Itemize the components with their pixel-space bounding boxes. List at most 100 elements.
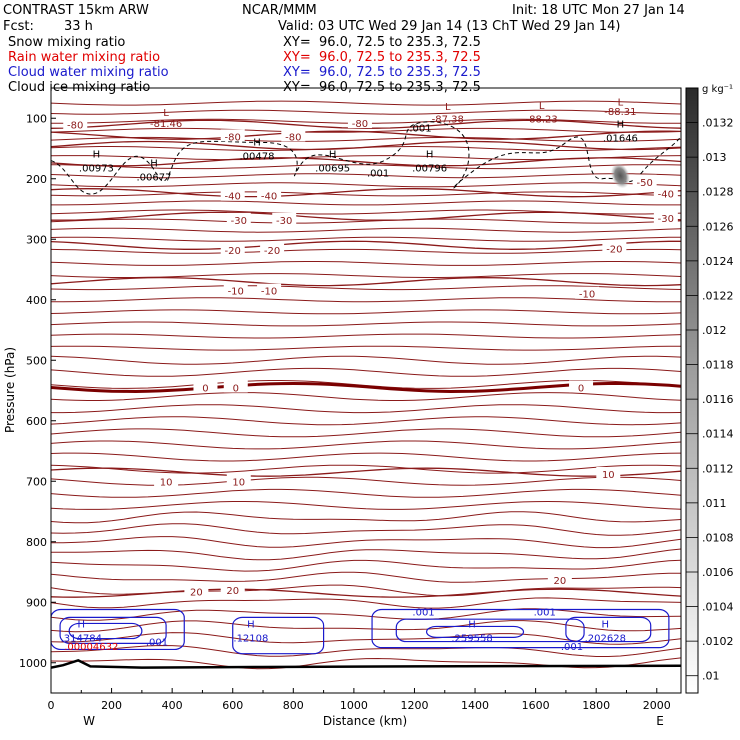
isotherm-label-bg <box>220 188 245 201</box>
isotherm-line <box>51 523 681 536</box>
isotherm-line <box>51 109 681 115</box>
isotherm-label: -20 <box>606 244 622 255</box>
field-snow-name: Snow mixing ratio <box>8 35 126 50</box>
water-max-value: .259558 <box>451 634 492 645</box>
isotherm-label: -20 <box>264 246 280 257</box>
x-tick-label: 1400 <box>461 699 489 712</box>
colorbar-tick-label: .0128 <box>702 186 734 199</box>
colorbar-tick-label: .0116 <box>702 393 734 406</box>
ice-contour-label: .001 <box>367 169 389 180</box>
field-snow-xy: XY= 96.0, 72.5 to 235.3, 72.5 <box>283 35 481 50</box>
cloud-water-contour <box>68 622 143 640</box>
isotherm-label-bg <box>347 116 372 129</box>
isotherm-label-bg <box>260 243 285 256</box>
isotherm-label: -80 <box>285 132 301 143</box>
water-max-marker: H <box>78 620 86 631</box>
isotherm-line <box>51 597 681 609</box>
y-tick-label: 900 <box>26 596 47 609</box>
isotherm-label: -30 <box>658 214 674 225</box>
isotherm-label: -40 <box>658 189 674 200</box>
colorbar: .0132 .013 .0128 .0126 .0124 .0122 .012 .0118 .0… <box>685 84 734 694</box>
isotherm-label-bg <box>193 380 218 393</box>
fcst-label: Fcst: <box>3 19 34 34</box>
isotherm-line <box>51 309 681 315</box>
y-tick-label: 500 <box>26 354 47 367</box>
x-tick-label: 400 <box>162 699 183 712</box>
ice-max-value: .00478 <box>239 152 274 163</box>
y-tick-label: 100 <box>26 112 47 125</box>
isotherm-line <box>51 657 681 670</box>
rain-max-value: .00004632 <box>64 642 118 653</box>
plot-frame <box>50 87 682 694</box>
x-tick-label: 1800 <box>582 699 610 712</box>
isotherm-label-bg <box>547 572 572 585</box>
field-rain-name: Rain water mixing ratio <box>8 50 161 65</box>
isotherm-label: -10 <box>228 287 244 298</box>
isotherm-line <box>51 227 681 233</box>
x-end-label-west: W <box>83 714 95 728</box>
isotherm-label-bg <box>632 174 657 187</box>
isotherm-line <box>51 559 681 572</box>
isotherm-line <box>51 100 681 106</box>
isotherm-line <box>51 511 681 524</box>
temp-low-value: -88.23 <box>526 114 558 125</box>
isotherm-label-bg <box>226 212 251 225</box>
isotherm-label: 10 <box>232 477 245 488</box>
isotherm--10 <box>51 276 681 287</box>
colorbar-tick-label: .013 <box>702 151 727 164</box>
ice-max-marker: H <box>426 150 434 161</box>
isotherm-label: 20 <box>190 587 203 598</box>
fcst-value: 33 h <box>64 19 93 34</box>
isotherm-line <box>51 164 681 170</box>
isotherm-line <box>51 173 681 179</box>
ice-max-value: .00677 <box>136 173 171 184</box>
water-max-marker: H <box>602 620 610 631</box>
cloud-water-contour <box>425 625 525 638</box>
isotherm-line <box>51 416 681 426</box>
colorbar-tick-label: .0126 <box>702 220 734 233</box>
x-tick-label: 1600 <box>522 699 550 712</box>
colorbar-tick-label: .0102 <box>702 635 734 648</box>
water-max-marker: H <box>247 620 255 631</box>
x-tick-label: 800 <box>283 699 304 712</box>
x-tick-label: 600 <box>222 699 243 712</box>
isotherm-line <box>51 452 681 462</box>
y-tick-label: 800 <box>26 536 47 549</box>
cloud-water-contour <box>565 616 652 643</box>
x-tick-label: 1200 <box>400 699 428 712</box>
temp-low-value: -87.38 <box>432 114 464 125</box>
cloud-water-contour <box>371 608 670 649</box>
isotherm-label-bg <box>272 212 297 225</box>
isotherm-label: -30 <box>276 216 292 227</box>
water-contour-label: .001 <box>561 642 583 653</box>
isotherm-line <box>51 536 681 549</box>
colorbar-tick-label: .0124 <box>702 255 734 268</box>
isotherm-label-bg <box>220 129 245 142</box>
colorbar-tick-label: .0104 <box>702 601 734 614</box>
isotherm-line <box>51 321 681 327</box>
isotherm-line <box>51 428 681 438</box>
water-contour-label: .001 <box>534 607 556 618</box>
colorbar-tick-label: .011 <box>702 497 727 510</box>
isotherm-label-bg <box>602 241 627 254</box>
isotherm--80 <box>51 119 681 129</box>
isotherm-label-bg <box>223 283 248 296</box>
colorbar-tick-label: .0106 <box>702 566 734 579</box>
isotherm-label: -40 <box>261 192 277 203</box>
isotherm-label: -80 <box>225 132 241 143</box>
colorbar-tick-label: .0112 <box>702 462 734 475</box>
isotherm-label-bg <box>257 188 282 201</box>
colorbar-tick-label: .0122 <box>702 289 734 302</box>
x-end-label-east: E <box>656 714 664 728</box>
y-tick-label: 400 <box>26 294 47 307</box>
isotherm-label: -20 <box>225 246 241 257</box>
isotherm-line <box>51 404 681 414</box>
terrain-surface <box>51 658 681 669</box>
isotherm--40 <box>51 188 681 198</box>
temp-low-value: -81.46 <box>150 119 182 130</box>
model-title: CONTRAST 15km ARW <box>3 3 149 18</box>
cloud-water-contour <box>395 618 585 643</box>
org-label: NCAR/MMM <box>242 3 317 18</box>
isotherm-label: -40 <box>225 192 241 203</box>
water-contour-label: .001 <box>412 607 434 618</box>
